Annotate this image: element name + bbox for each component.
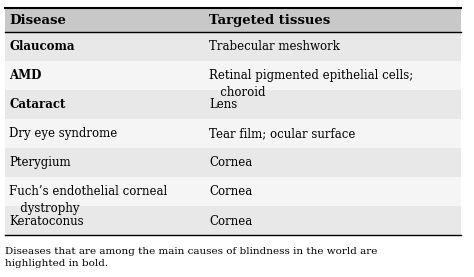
Bar: [5, 8, 461, 32]
Text: Glaucoma: Glaucoma: [9, 40, 75, 53]
Bar: [5, 148, 461, 177]
Text: Fuch’s endothelial corneal
   dystrophy: Fuch’s endothelial corneal dystrophy: [9, 185, 167, 216]
Bar: [5, 90, 461, 119]
Text: Cornea: Cornea: [210, 156, 253, 169]
Text: AMD: AMD: [9, 69, 42, 82]
Bar: [5, 206, 461, 235]
Text: Tear film; ocular surface: Tear film; ocular surface: [210, 127, 356, 140]
Bar: [5, 61, 461, 90]
Text: Dry eye syndrome: Dry eye syndrome: [9, 127, 118, 140]
Text: Cornea: Cornea: [210, 185, 253, 198]
Bar: [5, 177, 461, 206]
Text: Keratoconus: Keratoconus: [9, 214, 84, 227]
Text: Targeted tissues: Targeted tissues: [210, 14, 331, 27]
Text: Lens: Lens: [210, 98, 237, 111]
Text: Trabecular meshwork: Trabecular meshwork: [210, 40, 340, 53]
Bar: [5, 32, 461, 61]
Text: Cataract: Cataract: [9, 98, 66, 111]
Text: Diseases that are among the main causes of blindness in the world are
highlighte: Diseases that are among the main causes …: [5, 247, 377, 268]
Text: Cornea: Cornea: [210, 214, 253, 227]
Bar: [5, 119, 461, 148]
Text: Pterygium: Pterygium: [9, 156, 71, 169]
Text: Disease: Disease: [9, 14, 66, 27]
Text: Retinal pigmented epithelial cells;
   choroid: Retinal pigmented epithelial cells; chor…: [210, 69, 414, 99]
